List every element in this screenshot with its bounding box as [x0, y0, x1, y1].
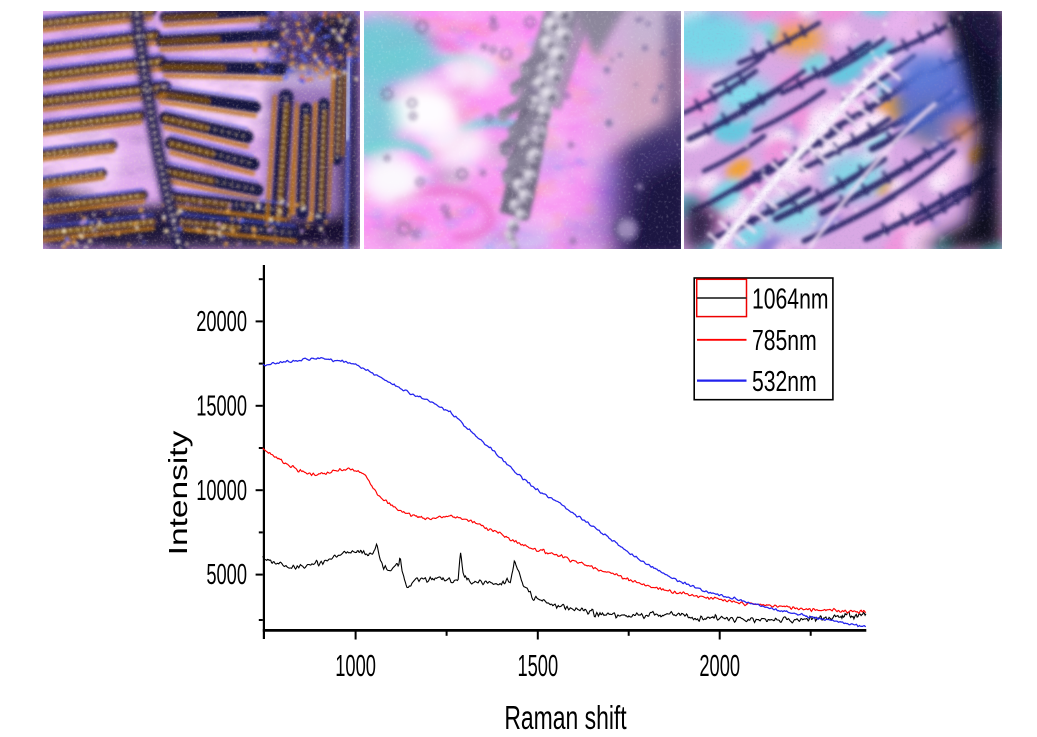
svg-text:Raman shift: Raman shift: [504, 700, 626, 737]
svg-text:2000: 2000: [699, 649, 740, 683]
svg-text:10000: 10000: [196, 475, 247, 507]
svg-text:5000: 5000: [206, 559, 247, 591]
svg-text:1500: 1500: [517, 649, 558, 683]
svg-text:Intensity: Intensity: [164, 431, 193, 556]
svg-text:532nm: 532nm: [752, 366, 817, 398]
svg-text:1000: 1000: [335, 649, 376, 683]
svg-text:785nm: 785nm: [752, 325, 817, 357]
svg-text:1064nm: 1064nm: [752, 283, 828, 315]
svg-text:15000: 15000: [196, 390, 247, 422]
svg-text:20000: 20000: [196, 306, 247, 338]
